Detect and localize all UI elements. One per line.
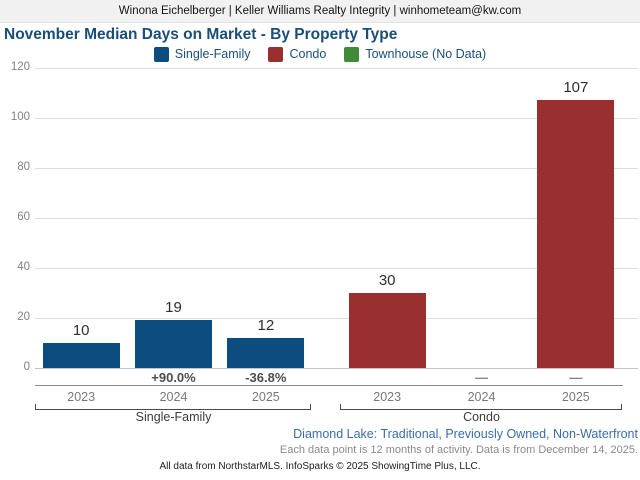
legend-item-single-family: Single-Family [153,46,251,62]
attribution-text: All data from NorthstarMLS. InfoSparks ©… [159,461,481,472]
gridline [35,218,638,219]
y-axis-tick-label: 100 [10,111,30,123]
bar-value-label: 30 [378,272,396,289]
data-note-text: Each data point is 12 months of activity… [279,444,638,456]
chart-legend: Single-Family Condo Townhouse (No Data) [0,45,640,63]
y-axis-tick-label: 40 [17,261,30,273]
gridline [35,168,638,169]
chart-title: November Median Days on Market - By Prop… [4,26,398,43]
agent-contact-text: Winona Eichelberger | Keller Williams Re… [118,5,522,17]
change-label: — [569,370,583,385]
change-label: -36.8% [245,370,287,385]
change-label: +90.0% [151,370,196,385]
gridline [35,68,638,69]
legend-label: Single-Family [174,47,251,61]
axis-separator-line [35,385,623,386]
legend-item-townhouse: Townhouse (No Data) [344,46,487,62]
bar-value-label: 19 [165,299,182,316]
group-bracket [35,404,311,410]
bar-value-label: 10 [72,322,90,339]
bar-value-label: 107 [563,79,589,96]
gridline [35,318,638,319]
group-bracket [340,404,622,410]
bar-condo-2025 [537,100,615,368]
agent-header-band: Winona Eichelberger | Keller Williams Re… [0,0,640,23]
legend-label: Condo [289,47,327,61]
legend-label: Townhouse (No Data) [365,47,487,61]
change-label: — [475,370,488,385]
condo-swatch-icon [268,46,284,62]
bar-single-family-2024 [135,320,212,368]
townhouse-swatch-icon [344,46,360,62]
y-axis-tick-label: 20 [17,311,30,323]
bar-single-family-2023 [42,343,120,368]
x-axis-year-label: 2024 [467,390,496,404]
single-family-swatch-icon [153,46,169,62]
bar-value-label: 12 [257,317,275,334]
y-axis-tick-label: 60 [17,211,30,223]
gridline [35,268,638,269]
legend-item-condo: Condo [268,46,327,62]
bar-condo-2023 [348,293,426,368]
y-axis-tick-label: 0 [23,361,30,373]
x-axis-year-label: 2024 [159,390,188,404]
search-criteria-text: Diamond Lake: Traditional, Previously Ow… [293,427,638,441]
y-axis-tick-label: 120 [10,61,30,73]
group-label: Condo [463,410,500,424]
x-axis-year-label: 2025 [251,390,280,404]
gridline [35,368,638,369]
x-axis-year-label: 2023 [373,390,402,404]
gridline [35,118,638,119]
x-axis-year-label: 2025 [561,390,590,404]
group-label: Single-Family [135,410,212,424]
x-axis-year-label: 2023 [67,390,96,404]
y-axis-tick-label: 80 [17,161,30,173]
bar-single-family-2025 [227,338,305,368]
